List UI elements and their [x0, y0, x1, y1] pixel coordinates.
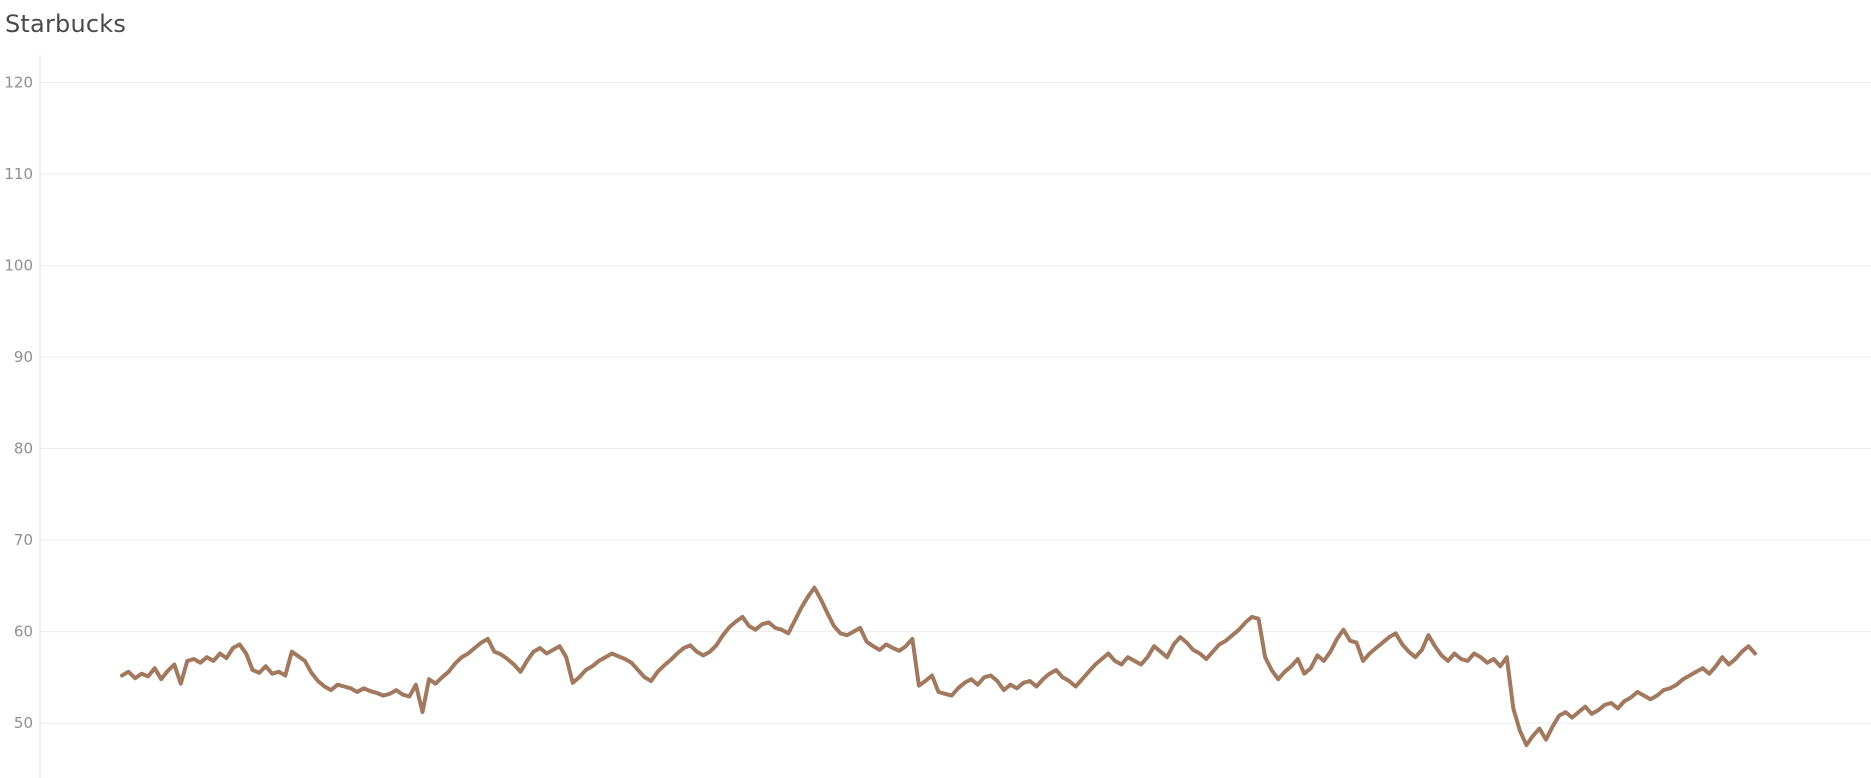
series-layer [120, 585, 1757, 748]
series-line-starbucks[interactable] [120, 585, 1757, 748]
y-tick-label-120: 120 [4, 73, 33, 91]
y-tick-label-80: 80 [14, 440, 33, 458]
y-tick-label-70: 70 [14, 531, 33, 549]
y-tick-label-50: 50 [14, 714, 33, 732]
y-tick-label-60: 60 [14, 623, 33, 641]
y-tick-label-110: 110 [4, 165, 33, 183]
y-axis: 50 60 70 80 90 100 110 120 [4, 55, 41, 778]
gridlines [40, 81, 1871, 724]
y-tick-label-100: 100 [4, 256, 33, 274]
y-tick-label-90: 90 [14, 348, 33, 366]
chart-title: Starbucks [5, 10, 127, 38]
